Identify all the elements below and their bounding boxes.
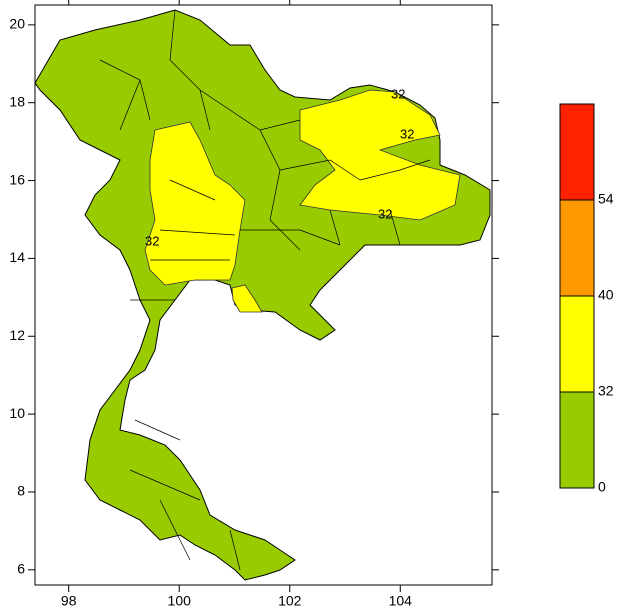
colorbar-label: 32 <box>598 383 614 399</box>
contour-region <box>299 89 461 221</box>
y-tick-label: 20 <box>9 16 25 32</box>
colorbar-segment <box>559 103 595 201</box>
contour-region <box>144 121 246 286</box>
x-tick-label: 98 <box>61 593 77 609</box>
x-tick-label: 104 <box>389 593 413 609</box>
province-lines <box>99 9 431 571</box>
contour-label: 32 <box>400 126 414 141</box>
y-tick-label: 8 <box>17 483 25 499</box>
y-tick-label: 16 <box>9 171 25 187</box>
contour-label: 32 <box>378 206 392 221</box>
y-tick-label: 6 <box>17 561 25 577</box>
colorbar-segment <box>559 199 595 297</box>
colorbar-segment <box>559 391 595 489</box>
map-area: 32 32 32 32 <box>34 9 491 581</box>
contour-label: 32 <box>391 86 405 101</box>
contour-region <box>231 284 263 313</box>
land <box>34 9 491 581</box>
y-tick-label: 10 <box>9 405 25 421</box>
colorbar-segment <box>559 295 595 393</box>
y-tick-label: 12 <box>9 327 25 343</box>
colorbar-label: 54 <box>598 191 614 207</box>
y-tick-label: 14 <box>9 249 25 265</box>
map-frame <box>34 4 493 586</box>
colorbar-label: 40 <box>598 287 614 303</box>
x-tick-label: 100 <box>168 593 192 609</box>
colorbar-label: 0 <box>598 479 606 495</box>
contour-label: 32 <box>145 233 159 248</box>
x-tick-label: 102 <box>278 593 302 609</box>
y-tick-label: 18 <box>9 93 25 109</box>
